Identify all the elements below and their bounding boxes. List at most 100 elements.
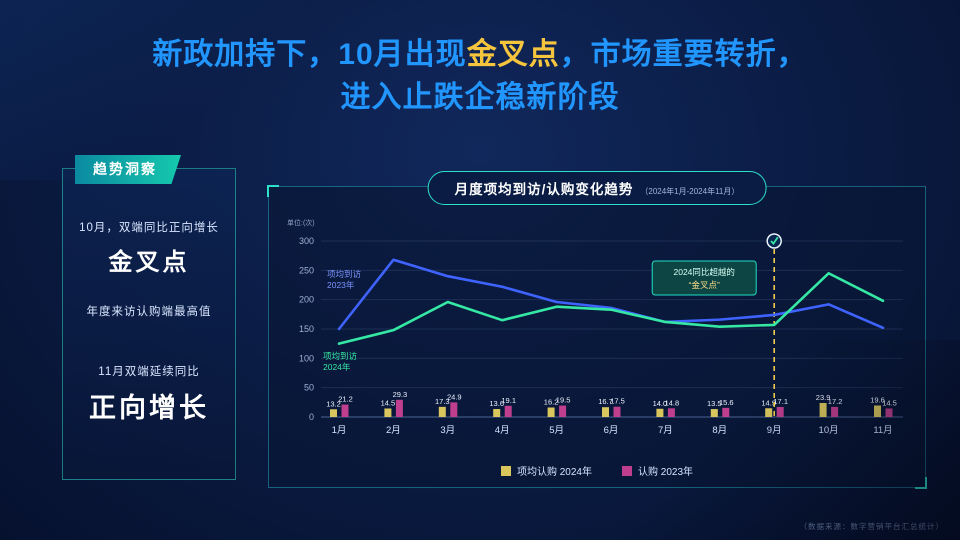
legend-swatch bbox=[500, 465, 511, 476]
bar-2023-value: 24.9 bbox=[447, 392, 462, 401]
line-label-2023: 项均到访 bbox=[327, 269, 362, 279]
bar-2023-value: 29.3 bbox=[393, 390, 408, 399]
bar-2024-value: 14.9 bbox=[761, 398, 776, 407]
unit-label: 单位:(次) bbox=[287, 218, 315, 227]
bar-2023 bbox=[885, 408, 893, 417]
y-tick-label: 50 bbox=[304, 383, 314, 393]
svg-text:2024年: 2024年 bbox=[323, 362, 351, 372]
chart-svg: 0 50 100 150 200 250 300 单位:(次) 13.2 14.5 17.3 13.6… bbox=[287, 218, 903, 436]
chart-subtitle: （2024年1月-2024年11月） bbox=[640, 187, 740, 196]
chart-title-pill: 月度项均到访/认购变化趋势 （2024年1月-2024年11月） bbox=[427, 171, 767, 205]
x-tick-label: 1月 bbox=[332, 425, 347, 436]
y-tick-label: 300 bbox=[299, 236, 314, 246]
bar-2023-value: 19.5 bbox=[556, 396, 571, 405]
y-tick-label: 250 bbox=[299, 265, 314, 275]
x-tick-label: 9月 bbox=[767, 425, 782, 436]
bar-2023-value: 14.8 bbox=[665, 398, 680, 407]
bar-2024 bbox=[438, 406, 446, 417]
insight-line2: 年度来访认购端最高值 bbox=[86, 306, 212, 318]
x-tick-label: 11月 bbox=[873, 425, 892, 436]
chart-panel: 月度项均到访/认购变化趋势 （2024年1月-2024年11月） 0 50 100 1… bbox=[267, 171, 927, 489]
insight-big2: 正向增长 bbox=[89, 393, 209, 423]
bar-2023-value: 17.2 bbox=[828, 397, 843, 406]
annotation-line2: “金叉点” bbox=[689, 280, 720, 290]
bar-2024-value: 13.6 bbox=[489, 399, 504, 408]
legend-item: 认购 2023年 bbox=[622, 463, 693, 478]
bar-2023-value: 17.1 bbox=[773, 397, 788, 406]
line-label-2024: 项均到访 bbox=[323, 351, 358, 361]
bar-2023 bbox=[504, 405, 512, 417]
bar-2024-value: 23.9 bbox=[816, 393, 831, 402]
bar-2024 bbox=[765, 408, 773, 417]
chart-area: 0 50 100 150 200 250 300 单位:(次) 13.2 14.5 17.3 13.6… bbox=[281, 211, 915, 461]
bar-2024 bbox=[330, 409, 337, 417]
title-line-1: 新政加持下，10月出现金叉点，市场重要转折， bbox=[0, 34, 960, 77]
corner-accent bbox=[267, 185, 279, 197]
bar-2024 bbox=[710, 409, 718, 417]
y-tick-label: 0 bbox=[309, 412, 314, 422]
x-tick-label: 4月 bbox=[495, 425, 510, 436]
title-part2: ，市场重要转折， bbox=[559, 38, 808, 71]
bar-2024 bbox=[547, 407, 555, 417]
x-tick-label: 2月 bbox=[386, 425, 401, 436]
bar-2023 bbox=[613, 406, 621, 417]
y-tick-label: 100 bbox=[299, 353, 314, 363]
insight-big1: 金叉点 bbox=[108, 249, 190, 276]
bar-2024-value: 13.5 bbox=[707, 399, 722, 408]
x-tick-label: 7月 bbox=[658, 425, 673, 436]
insight-panel: 趋势洞察 10月，双端同比正向增长 金叉点 年度来访认购端最高值 11月双端延续… bbox=[62, 155, 236, 480]
title-highlight: 金叉点 bbox=[466, 38, 560, 71]
bar-2024-value: 14.0 bbox=[653, 399, 668, 408]
chart-title: 月度项均到访/认购变化趋势 bbox=[454, 182, 634, 197]
bar-2024 bbox=[384, 408, 392, 417]
title-line-2: 进入止跌企稳新阶段 bbox=[340, 80, 620, 114]
annotation-box bbox=[651, 260, 757, 296]
bar-2023 bbox=[341, 404, 349, 417]
bar-2024-value: 16.2 bbox=[544, 397, 559, 406]
bar-2023 bbox=[559, 405, 567, 417]
svg-text:2023年: 2023年 bbox=[327, 280, 355, 290]
chart-legend: 项均认购 2024年 认购 2023年 bbox=[269, 463, 925, 478]
insight-badge: 趋势洞察 bbox=[75, 155, 181, 184]
bar-2023 bbox=[722, 407, 730, 417]
line-series-0 bbox=[337, 258, 885, 331]
bar-2024-value: 19.6 bbox=[870, 396, 885, 405]
bar-2024 bbox=[874, 405, 881, 417]
bar-2024 bbox=[656, 408, 664, 417]
x-tick-label: 8月 bbox=[712, 425, 727, 436]
check-icon bbox=[770, 236, 779, 246]
bar-2024-value: 14.5 bbox=[381, 398, 396, 407]
legend-swatch bbox=[622, 465, 632, 476]
x-tick-label: 10月 bbox=[819, 425, 839, 436]
bar-2023-value: 17.5 bbox=[610, 397, 625, 406]
bar-2023-value: 19.1 bbox=[501, 396, 516, 405]
bar-2023 bbox=[831, 406, 839, 417]
corner-accent bbox=[915, 477, 927, 489]
title-part1: 新政加持下，10月出现 bbox=[152, 38, 467, 71]
insight-line1: 10月，双端同比正向增长 bbox=[79, 222, 219, 234]
annotation-line1: 2024同比超越的 bbox=[673, 267, 734, 277]
line-series-1 bbox=[337, 271, 885, 345]
bar-2024-value: 13.2 bbox=[326, 399, 341, 408]
bar-2023 bbox=[395, 399, 403, 417]
bar-2024 bbox=[493, 409, 501, 417]
bar-2024 bbox=[819, 402, 827, 417]
bar-2023 bbox=[667, 408, 675, 417]
bar-2023 bbox=[450, 402, 458, 417]
legend-item: 项均认购 2024年 bbox=[500, 463, 592, 478]
footnote: （数据来源：数字营销平台汇总统计） bbox=[799, 522, 944, 531]
x-tick-label: 5月 bbox=[549, 425, 564, 436]
bar-2024-value: 16.7 bbox=[598, 397, 613, 406]
y-tick-label: 200 bbox=[299, 295, 314, 305]
bar-2023-value: 21.2 bbox=[338, 395, 353, 404]
bar-2024-value: 17.3 bbox=[435, 397, 450, 406]
y-tick-label: 150 bbox=[299, 324, 314, 334]
bar-2023-value: 14.5 bbox=[882, 398, 897, 407]
x-tick-label: 6月 bbox=[604, 425, 619, 436]
insight-line3: 11月双端延续同比 bbox=[98, 366, 200, 378]
bar-2024 bbox=[602, 407, 609, 417]
slide-title: 新政加持下，10月出现金叉点，市场重要转折， 进入止跌企稳新阶段 bbox=[0, 34, 960, 119]
x-tick-label: 3月 bbox=[440, 425, 455, 436]
bar-2023 bbox=[776, 406, 784, 417]
